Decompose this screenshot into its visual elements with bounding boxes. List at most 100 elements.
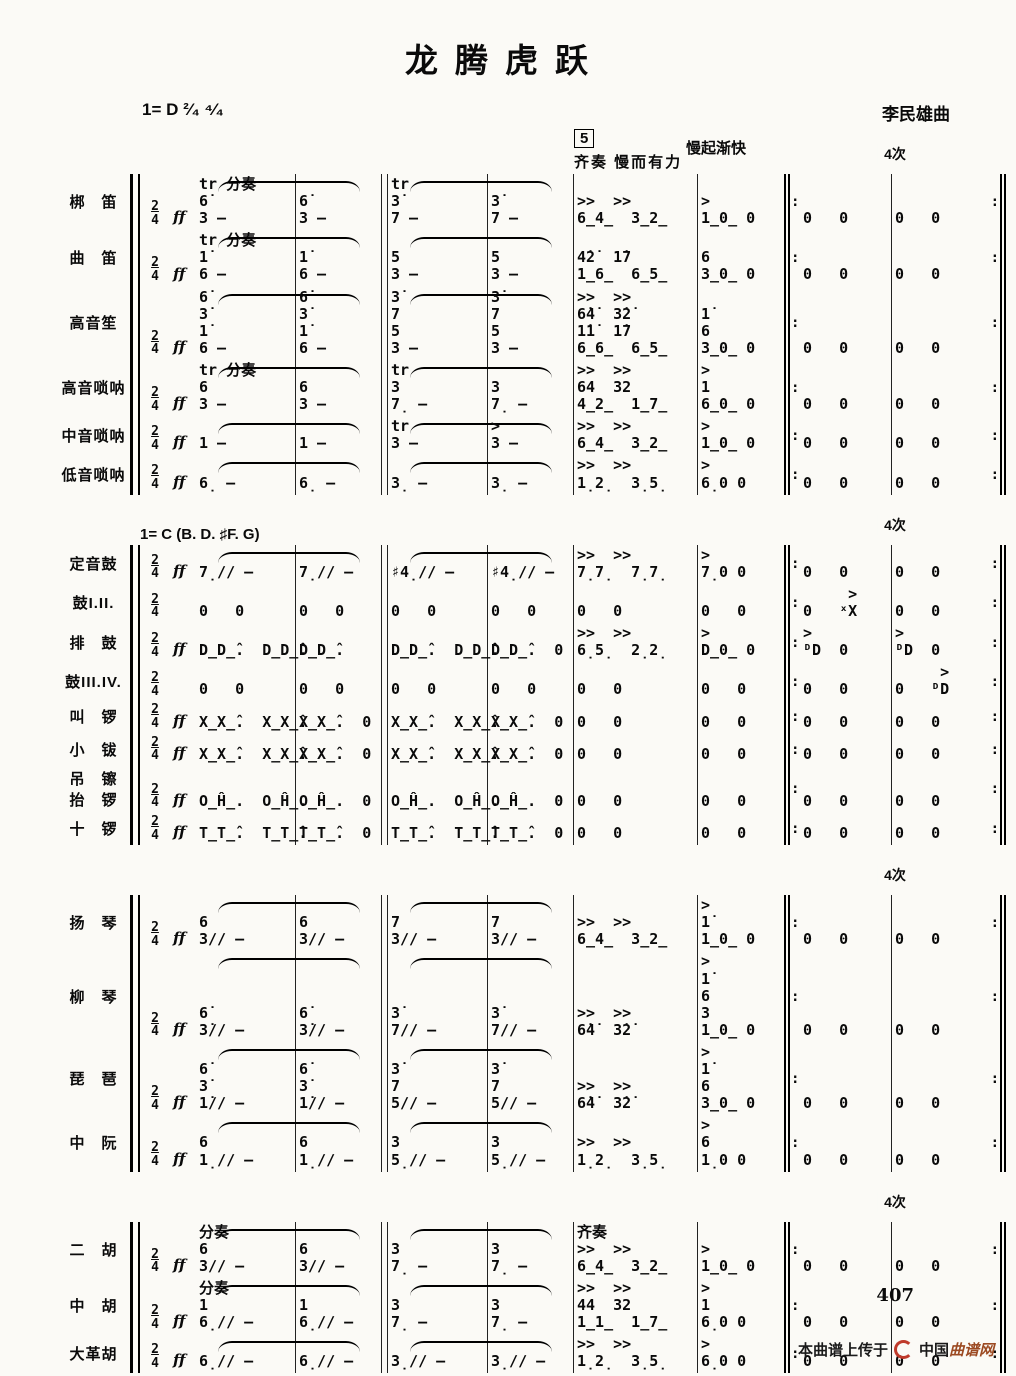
- dynamic-mark: ff: [173, 337, 186, 356]
- measure-6: > 6 1̣0 0: [698, 1115, 784, 1171]
- instrument-name: 扬 琴: [69, 915, 118, 933]
- measure-6-notes: > 6̣0 0: [701, 456, 747, 492]
- measure-6-notes: > 6 1̣0 0: [701, 1116, 747, 1169]
- measure-8: 0 0: [892, 287, 988, 360]
- measure-8-notes: 0 0: [895, 1313, 941, 1332]
- group-start-barline: [130, 951, 140, 1042]
- group-start-barline: [130, 662, 140, 702]
- measure-5-notes: >> >> 6̲4̲ 3̲2̲: [577, 417, 668, 453]
- measure-7: 0 0: [800, 895, 892, 952]
- measure-1: T̲T̲̂. T̲T̲̂.: [196, 812, 307, 846]
- repeat-open-barline: :: [784, 812, 800, 846]
- measure-7: 0 0: [800, 1277, 892, 1335]
- measure-3-notes: tr 3 7̣ –: [391, 360, 428, 414]
- staff-row: 排 鼓 2 4 ff D̲D̲̂. D̲D̲̂. D̲D̲̂. D̲D̲̂. D…: [54, 622, 1016, 663]
- system-gap: [382, 622, 388, 663]
- measure-4: 0 0: [488, 583, 574, 623]
- staff-row: 柳 琴 2 4 ff 6̇ 3̇∕∕ – 6̇ 3̇∕∕ – 3̇ 7∕∕ – …: [54, 951, 1016, 1042]
- measure-4: 3̣∕∕ –: [488, 1334, 574, 1374]
- repeat-close-barline: :: [988, 583, 1006, 623]
- site-name-prefix: 中国: [918, 1342, 949, 1359]
- instrument-label-cell: 中音唢呐: [54, 416, 130, 455]
- measure-2-notes: 6̇ 3̇ 1̇ 6 –: [299, 287, 327, 357]
- staff-row: 曲 笛 2 4 ff tr 分奏 1̇ 6 – 1̇ 6 – 5 3 – 5 3…: [54, 230, 1016, 287]
- measure-4: 3̇ 7∕∕ –: [488, 951, 574, 1042]
- measure-6-notes: 0 0: [701, 680, 747, 699]
- measure-1: 1 –: [196, 416, 360, 456]
- staff-row: 二 胡 2 4 ff 分奏 6 3∕∕ – 6 3∕∕ – 3 7̣ – 3 7…: [54, 1221, 1016, 1278]
- staff-row: 中 胡 2 4 ff 分奏 1 6̣∕∕ – 1 6̣∕∕ – 3 7̣ – 3…: [54, 1277, 1016, 1335]
- dynamic-mark: ff: [173, 823, 186, 842]
- time-signature-cell: 2 4: [140, 895, 170, 951]
- repeat-open-dots: :: [791, 1345, 800, 1362]
- measure-2-notes: 6 3∕∕ –: [299, 1239, 345, 1275]
- group-start-barline: [130, 701, 140, 734]
- system-gap: [382, 1277, 388, 1335]
- measure-5: >> >> 1̣2̣ 3̣5̣: [574, 455, 698, 495]
- measure-1: 6 1̣∕∕ –: [196, 1115, 360, 1172]
- instrument-label-cell: 十 锣: [54, 813, 130, 845]
- measure-1: tr 分奏 1̇ 6 –: [196, 230, 360, 287]
- measure-6: 0 0: [698, 734, 784, 766]
- measure-7-notes: 0 0: [803, 265, 849, 284]
- measure-5-notes: 0 0: [577, 744, 623, 763]
- instrument-name: 低音唢呐: [61, 467, 126, 484]
- instrument-label-cell: 二 胡: [54, 1222, 130, 1278]
- measure-2: 6̣∕∕ –: [296, 1334, 382, 1374]
- measure-3-notes: 5 3 –: [391, 248, 419, 284]
- measure-3-notes: 3 7̣ –: [391, 1295, 428, 1332]
- group-start-barline: [130, 895, 140, 952]
- measure-1-notes: tr 分奏 6̇ 3 –: [199, 175, 257, 228]
- repeat-open-barline: :: [784, 1277, 800, 1335]
- repeat-open-barline: :: [784, 544, 800, 584]
- repeat-close-dots: :: [990, 741, 999, 758]
- group-header: 4次: [54, 861, 1016, 893]
- measure-2-notes: 6̇ 3̇ 1̇∕∕ –: [299, 1060, 345, 1113]
- measure-4: X̲X̲̂. 0: [488, 701, 574, 734]
- measure-2: O̲Ĥ̲. 0: [296, 765, 382, 813]
- measure-5: >> >> 6̲4̲ 3̲2̲: [574, 174, 698, 231]
- measure-6-notes: > 1 6̣0 0: [701, 1278, 747, 1332]
- dynamic-mark: ff: [173, 472, 186, 491]
- measure-2: 6 3∕∕ –: [296, 1221, 382, 1278]
- repeat-close-barline: :: [988, 286, 1006, 360]
- group-start-barline: [130, 765, 140, 813]
- measure-2-notes: 1̇ 6 –: [299, 248, 327, 284]
- time-signature: 2 4: [151, 1302, 159, 1332]
- measure-8: 0 0: [892, 1042, 988, 1115]
- measure-6-notes: > 1̲0̲ 0: [701, 417, 756, 453]
- staff-row: 十 锣 2 4 ff T̲T̲̂. T̲T̲̂. T̲T̲̂. 0 T̲T̲̂.…: [54, 812, 1016, 846]
- measure-8-notes: 0 0: [895, 1094, 941, 1113]
- group-header: 1= C (B. D. ♯F. G) 4次: [54, 511, 1016, 543]
- measure-6: 0 0: [698, 701, 784, 733]
- group-start-barline: [130, 174, 140, 231]
- measure-3: 3̇ 7 5∕∕ –: [388, 1041, 552, 1116]
- dynamic-mark: ff: [173, 1255, 186, 1274]
- time-signature: 2 4: [151, 813, 159, 843]
- dynamic-mark: ff: [173, 1149, 186, 1168]
- system-gap: [382, 455, 388, 495]
- measure-5: 4̇2̇ 1̇7 1̲6̲ 6̲5̲: [574, 230, 698, 287]
- repeat-open-barline: :: [784, 416, 800, 456]
- repeat-open-barline: :: [784, 701, 800, 734]
- rehearsal-mark: 5: [574, 129, 595, 148]
- measure-5-notes: >> >> 7̣7̣ 7̣7̣: [577, 545, 668, 581]
- repeat-close-barline: :: [988, 455, 1006, 495]
- repeat-open-dots: :: [791, 427, 800, 444]
- system-gap: [382, 733, 388, 766]
- measure-4: 7 3∕∕ –: [488, 895, 574, 952]
- measure-2-notes: 6̇ 3 –: [299, 192, 327, 228]
- repeat-bracket: 4次 慢起渐快: [686, 140, 1006, 172]
- instrument-group: 4次 二 胡 2 4 ff 分奏 6 3∕∕ – 6 3∕∕ – 3 7̣ – …: [54, 1188, 1016, 1374]
- measure-3: 0 0: [388, 583, 488, 623]
- system-gap: [382, 1221, 388, 1278]
- measure-7: > ᴰD 0: [800, 622, 892, 663]
- measure-8-notes: 0 0: [895, 209, 941, 228]
- system-gap: [382, 662, 388, 702]
- measure-4-notes: > 3 –: [491, 417, 519, 453]
- time-signature: 2 4: [151, 920, 159, 949]
- measure-3: D̲D̲̂. D̲D̲̂.: [388, 622, 499, 663]
- measure-5: >> >> 6̇4̇ 3̇2̇ 1̇1̇ 1̇7 6̲6̲ 6̲5̲: [574, 286, 698, 360]
- measure-4: 3̇ 7 5 3 –: [488, 286, 574, 360]
- repeat-close-barline: :: [988, 662, 1006, 702]
